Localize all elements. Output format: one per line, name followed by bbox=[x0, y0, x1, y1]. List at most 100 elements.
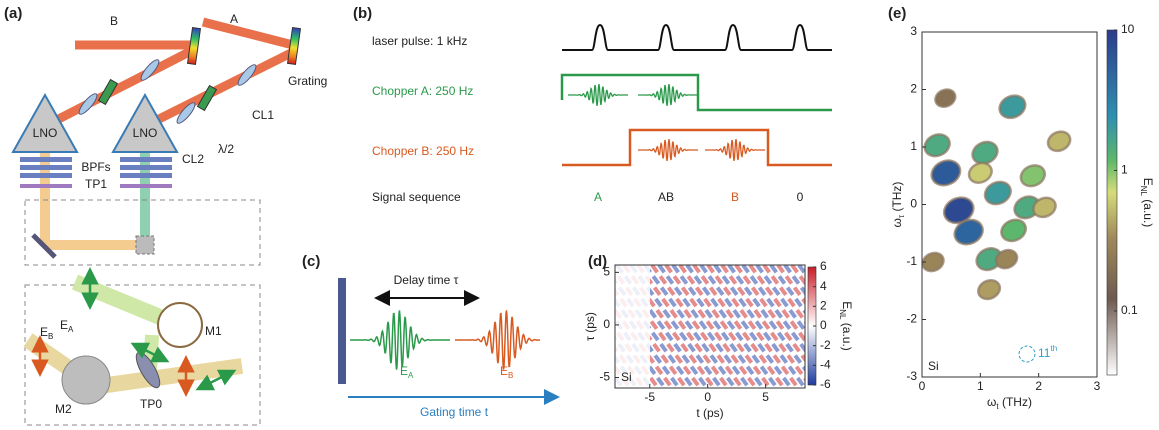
y-tick-label: 1 bbox=[910, 139, 917, 153]
stripe bbox=[713, 265, 805, 388]
panel-b: (b) laser pulse: 1 kHz Chopper A: 250 Hz… bbox=[353, 5, 832, 204]
peak bbox=[1000, 218, 1028, 243]
y-tick-label: -3 bbox=[906, 369, 917, 383]
annotation: 11th bbox=[1038, 344, 1057, 360]
sequence: A AB B 0 bbox=[568, 83, 804, 204]
lens bbox=[237, 64, 257, 86]
colorbar-label: (a.u.) bbox=[1141, 196, 1155, 227]
field-label: B bbox=[508, 371, 513, 380]
peak bbox=[967, 161, 993, 184]
crystal-label: LNO bbox=[33, 126, 58, 140]
y-tick-label: -1 bbox=[906, 254, 917, 268]
field-label: B bbox=[48, 332, 53, 341]
peak bbox=[930, 159, 962, 187]
optic-label: BPFs bbox=[81, 160, 110, 174]
grating bbox=[286, 27, 302, 65]
y-tick-label: 5 bbox=[603, 265, 610, 279]
colorbar-tick-label: -2 bbox=[820, 338, 831, 352]
stripe bbox=[734, 265, 805, 363]
stripe bbox=[615, 265, 709, 388]
grating bbox=[186, 27, 202, 65]
beam-label: B bbox=[110, 14, 118, 28]
field-label: EA bbox=[60, 318, 74, 334]
sequence-label: 0 bbox=[797, 190, 804, 204]
peak bbox=[922, 251, 945, 273]
field-label: E bbox=[500, 364, 508, 378]
delay-label: Delay time τ bbox=[394, 273, 459, 287]
stripe bbox=[643, 265, 737, 388]
peak bbox=[1019, 164, 1047, 188]
colorbar bbox=[1106, 29, 1118, 376]
colorbar-label: NL bbox=[1139, 186, 1148, 197]
colorbar-tick-label: 10 bbox=[1121, 22, 1135, 36]
y-axis-label: τ (ps) bbox=[583, 312, 597, 341]
row-label: laser pulse: 1 kHz bbox=[372, 34, 467, 48]
sequence-label: AB bbox=[658, 190, 674, 204]
sequence-label: A bbox=[594, 190, 602, 204]
y-tick-label: 3 bbox=[910, 24, 917, 38]
x-tick-label: -5 bbox=[644, 390, 655, 404]
x-axis-label: (THz) bbox=[999, 395, 1032, 409]
panel-label: (b) bbox=[353, 5, 372, 22]
beam bbox=[42, 45, 196, 131]
colorbar-tick-label: 2 bbox=[820, 299, 827, 313]
x-tick-label: 1 bbox=[977, 379, 984, 393]
lens bbox=[78, 93, 98, 115]
stripe bbox=[629, 265, 723, 388]
stripe bbox=[699, 265, 793, 388]
pulse-train bbox=[562, 23, 832, 51]
row-label: Chopper B: 250 Hz bbox=[372, 144, 474, 158]
waveplate bbox=[196, 84, 218, 112]
wave-packet bbox=[568, 83, 628, 107]
plot-area bbox=[922, 32, 1097, 377]
panel-c: (c) Delay time τ EA EB Gating time t bbox=[302, 253, 560, 419]
wave-packets bbox=[350, 310, 540, 370]
x-tick-label: 3 bbox=[1094, 379, 1101, 393]
field-label: A bbox=[68, 325, 74, 334]
y-axis-label: ωτ (THz) bbox=[890, 182, 906, 228]
row-label: Signal sequence bbox=[372, 190, 461, 204]
x-axis-label: t (ps) bbox=[696, 406, 723, 420]
wave-packet bbox=[638, 83, 698, 107]
stripe bbox=[720, 265, 805, 382]
crystal bbox=[111, 92, 179, 153]
optic-label: M1 bbox=[205, 324, 222, 338]
stripe bbox=[615, 268, 702, 388]
combiner bbox=[135, 235, 155, 255]
y-tick-label: 0 bbox=[910, 197, 917, 211]
y-tick-label: -2 bbox=[906, 312, 917, 326]
x-tick-label: 0 bbox=[919, 379, 926, 393]
chopper-a bbox=[560, 73, 832, 112]
stripe bbox=[650, 265, 744, 388]
filters bbox=[20, 157, 172, 188]
peak bbox=[998, 94, 1027, 120]
colorbar-tick-label: 4 bbox=[820, 279, 827, 293]
plot-area bbox=[470, 265, 805, 388]
y-tick-label: 2 bbox=[910, 82, 917, 96]
stripe bbox=[657, 265, 751, 388]
colorbar-tick-label: 0 bbox=[820, 318, 827, 332]
stripe bbox=[470, 265, 560, 388]
stripe bbox=[505, 265, 595, 388]
stripe bbox=[685, 265, 779, 388]
optic-label: CL2 bbox=[182, 152, 204, 166]
y-tick-label: -5 bbox=[599, 370, 610, 384]
optic-label: TP1 bbox=[85, 177, 107, 191]
stripe bbox=[678, 265, 772, 388]
field-label: E bbox=[40, 325, 48, 339]
field-label: E bbox=[60, 318, 68, 332]
y-axis-label: ω bbox=[890, 218, 904, 227]
x-axis-label: ωt (THz) bbox=[987, 395, 1032, 411]
fade bbox=[615, 265, 650, 388]
polarization-arrow bbox=[130, 342, 170, 363]
stripe bbox=[636, 265, 730, 388]
stripe bbox=[477, 265, 567, 388]
sample-label: Si bbox=[928, 359, 939, 373]
beam bbox=[98, 358, 244, 394]
peak bbox=[1046, 130, 1072, 153]
waveplate bbox=[97, 78, 119, 106]
x-axis-label: ω bbox=[987, 395, 996, 409]
